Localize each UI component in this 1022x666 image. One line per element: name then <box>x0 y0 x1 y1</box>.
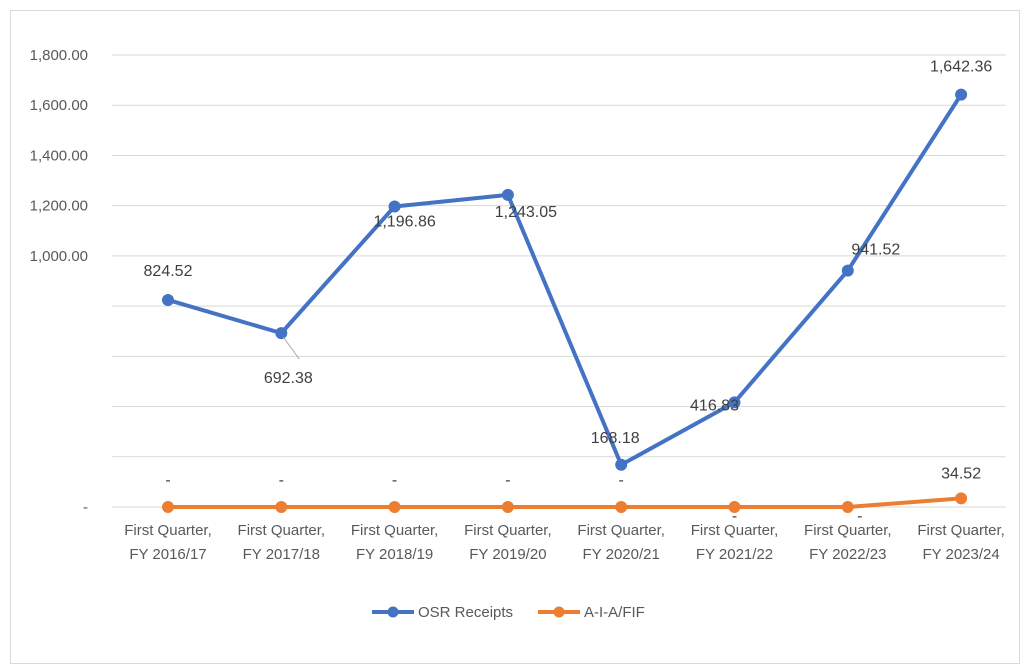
legend-marker-0 <box>387 606 399 618</box>
x-tick-label: First Quarter, <box>691 522 779 539</box>
x-tick-label: FY 2021/22 <box>696 546 773 563</box>
data-label: - <box>165 472 170 489</box>
data-label: 824.52 <box>144 263 193 280</box>
x-tick-label: First Quarter, <box>124 522 212 539</box>
data-point <box>162 501 174 513</box>
data-label: - <box>732 508 737 525</box>
data-label: 1,642.36 <box>930 59 992 76</box>
legend-marker-1 <box>553 606 565 618</box>
x-tick-label: First Quarter, <box>351 522 439 539</box>
x-tick-label: FY 2016/17 <box>129 546 206 563</box>
data-point <box>388 501 401 513</box>
data-point <box>275 501 288 513</box>
data-point <box>162 293 174 306</box>
legend-label: OSR Receipts <box>418 604 513 621</box>
data-point <box>501 501 514 513</box>
data-label: 941.52 <box>851 242 900 259</box>
y-tick-label: - <box>83 499 88 516</box>
x-tick-label: First Quarter, <box>917 522 1005 539</box>
data-point <box>841 501 854 513</box>
x-tick-label: First Quarter, <box>238 522 326 539</box>
data-point <box>841 264 854 277</box>
chart-frame <box>10 10 1020 664</box>
data-point <box>955 492 968 505</box>
data-label: 34.52 <box>941 465 981 482</box>
data-label: - <box>619 472 624 489</box>
x-tick-label: FY 2017/18 <box>243 546 320 563</box>
data-label: - <box>279 472 284 489</box>
series-line-1 <box>166 496 964 509</box>
data-label: - <box>392 472 397 489</box>
x-tick-label: FY 2023/24 <box>922 546 999 563</box>
data-label: 168.18 <box>591 430 640 447</box>
data-point <box>615 458 628 471</box>
data-label: 416.83 <box>690 397 739 414</box>
data-point <box>955 88 968 101</box>
x-tick-label: First Quarter, <box>464 522 552 539</box>
data-label: - <box>857 508 862 525</box>
data-label: - <box>505 472 510 489</box>
data-point <box>501 188 514 201</box>
data-label: 1,196.86 <box>373 213 435 230</box>
data-point <box>615 501 628 513</box>
y-tick-label: 1,800.00 <box>30 47 88 64</box>
x-tick-label: First Quarter, <box>577 522 665 539</box>
x-tick-label: FY 2018/19 <box>356 546 433 563</box>
series-line-0 <box>166 92 964 467</box>
x-tick-label: First Quarter, <box>804 522 892 539</box>
y-tick-label: 1,600.00 <box>30 97 88 114</box>
data-label: 1,243.05 <box>495 204 557 221</box>
data-label: 692.38 <box>264 370 313 387</box>
y-tick-label: 1,400.00 <box>30 147 88 164</box>
x-tick-label: FY 2020/21 <box>583 546 660 563</box>
data-point <box>388 200 401 213</box>
data-point <box>728 501 741 513</box>
y-tick-label: 1,000.00 <box>30 248 88 265</box>
data-point <box>728 396 741 409</box>
data-point <box>275 327 288 340</box>
y-tick-label: 1,200.00 <box>30 198 88 215</box>
legend-label: A-I-A/FIF <box>584 604 645 621</box>
leader-line <box>282 336 300 360</box>
x-tick-label: FY 2022/23 <box>809 546 886 563</box>
x-tick-label: FY 2019/20 <box>469 546 546 563</box>
